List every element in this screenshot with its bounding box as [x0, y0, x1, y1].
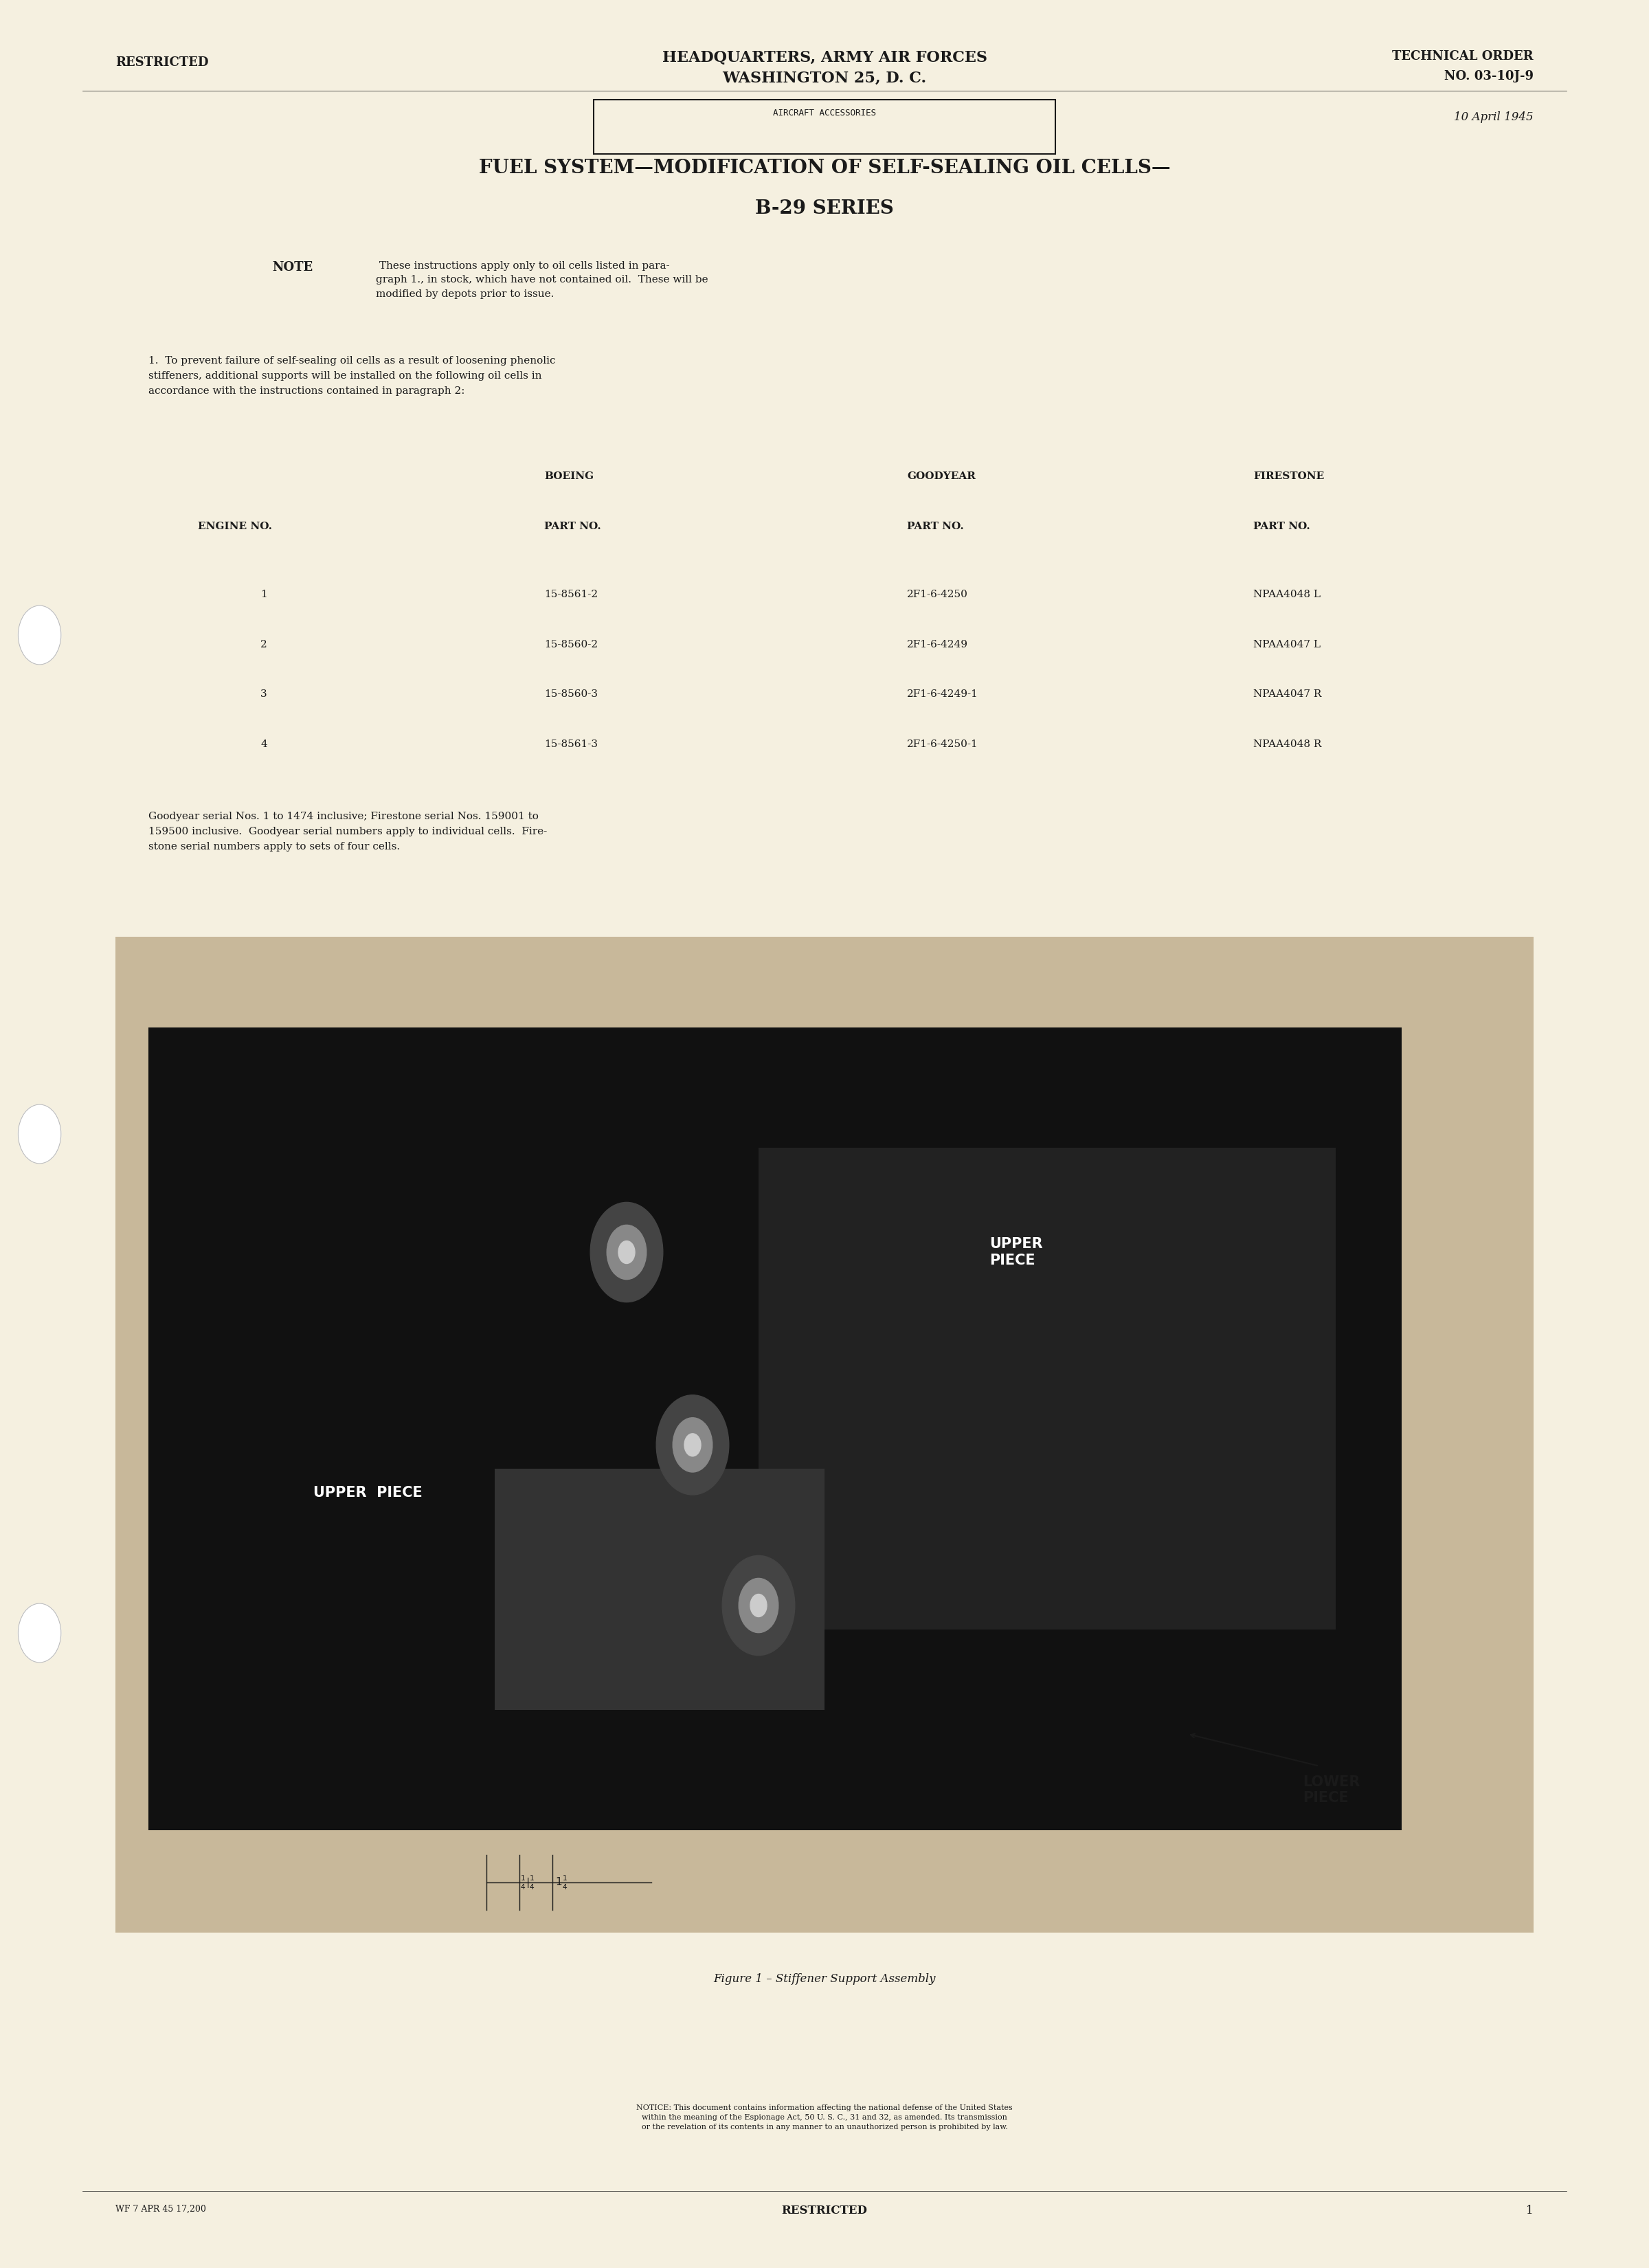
Text: TECHNICAL ORDER: TECHNICAL ORDER [1392, 50, 1534, 61]
Text: NPAA4048 L: NPAA4048 L [1253, 590, 1321, 599]
Text: FIRESTONE: FIRESTONE [1253, 472, 1324, 481]
Text: ENGINE NO.: ENGINE NO. [198, 522, 272, 531]
Text: NPAA4048 R: NPAA4048 R [1253, 739, 1321, 748]
Text: $\frac{1}{4}$|$\frac{1}{4}$      $1\frac{1}{4}$: $\frac{1}{4}$|$\frac{1}{4}$ $1\frac{1}{4… [519, 1873, 569, 1892]
Text: FUEL SYSTEM—MODIFICATION OF SELF-SEALING OIL CELLS—: FUEL SYSTEM—MODIFICATION OF SELF-SEALING… [478, 159, 1171, 177]
Text: 2F1-6-4250-1: 2F1-6-4250-1 [907, 739, 978, 748]
Text: These instructions apply only to oil cells listed in para-
graph 1., in stock, w: These instructions apply only to oil cel… [376, 261, 709, 299]
Circle shape [673, 1418, 712, 1472]
Text: NPAA4047 L: NPAA4047 L [1253, 640, 1321, 649]
Circle shape [656, 1395, 729, 1495]
Text: RESTRICTED: RESTRICTED [115, 57, 208, 68]
Text: NPAA4047 R: NPAA4047 R [1253, 689, 1321, 699]
Text: 15-8561-3: 15-8561-3 [544, 739, 599, 748]
Text: AIRCRAFT ACCESSORIES: AIRCRAFT ACCESSORIES [773, 109, 876, 118]
Circle shape [618, 1241, 635, 1263]
Text: 15-8560-3: 15-8560-3 [544, 689, 599, 699]
Circle shape [607, 1225, 646, 1279]
Text: UPPER
PIECE: UPPER PIECE [989, 1238, 1042, 1268]
Text: UPPER  PIECE: UPPER PIECE [313, 1486, 422, 1499]
Text: 10 April 1945: 10 April 1945 [1454, 111, 1534, 122]
Text: NOTE: NOTE [272, 261, 313, 272]
Text: GOODYEAR: GOODYEAR [907, 472, 976, 481]
Circle shape [750, 1594, 767, 1617]
Text: B-29 SERIES: B-29 SERIES [755, 200, 894, 218]
FancyBboxPatch shape [594, 100, 1055, 154]
Circle shape [722, 1556, 795, 1656]
Circle shape [590, 1202, 663, 1302]
Circle shape [739, 1579, 778, 1633]
FancyBboxPatch shape [148, 1027, 1402, 1830]
Text: 1: 1 [261, 590, 267, 599]
Text: PART NO.: PART NO. [1253, 522, 1309, 531]
Text: Figure 1 – Stiffener Support Assembly: Figure 1 – Stiffener Support Assembly [714, 1973, 935, 1984]
Text: 4: 4 [261, 739, 267, 748]
Circle shape [684, 1433, 701, 1456]
Text: 15-8560-2: 15-8560-2 [544, 640, 599, 649]
Circle shape [18, 606, 61, 665]
Text: 3: 3 [261, 689, 267, 699]
FancyBboxPatch shape [759, 1148, 1336, 1628]
Text: 2F1-6-4249: 2F1-6-4249 [907, 640, 968, 649]
Text: LOWER
PIECE: LOWER PIECE [1303, 1776, 1360, 1805]
Circle shape [18, 1105, 61, 1163]
Text: HEADQUARTERS, ARMY AIR FORCES: HEADQUARTERS, ARMY AIR FORCES [661, 50, 988, 66]
Text: NOTICE: This document contains information affecting the national defense of the: NOTICE: This document contains informati… [637, 2105, 1012, 2132]
FancyBboxPatch shape [495, 1470, 824, 1710]
Text: Goodyear serial Nos. 1 to 1474 inclusive; Firestone serial Nos. 159001 to
159500: Goodyear serial Nos. 1 to 1474 inclusive… [148, 812, 547, 850]
Text: BOEING: BOEING [544, 472, 594, 481]
Text: WASHINGTON 25, D. C.: WASHINGTON 25, D. C. [722, 70, 927, 86]
Circle shape [18, 1603, 61, 1662]
Text: PART NO.: PART NO. [907, 522, 963, 531]
FancyBboxPatch shape [115, 937, 1534, 1932]
Text: RESTRICTED: RESTRICTED [782, 2204, 867, 2216]
Text: 1: 1 [1527, 2204, 1534, 2216]
Text: 2F1-6-4250: 2F1-6-4250 [907, 590, 968, 599]
Text: 2F1-6-4249-1: 2F1-6-4249-1 [907, 689, 978, 699]
Text: NO. 03-10J-9: NO. 03-10J-9 [1445, 70, 1534, 82]
Text: 15-8561-2: 15-8561-2 [544, 590, 599, 599]
Text: 2: 2 [261, 640, 267, 649]
Text: PART NO.: PART NO. [544, 522, 600, 531]
Text: WF 7 APR 45 17,200: WF 7 APR 45 17,200 [115, 2204, 206, 2214]
Text: 1.  To prevent failure of self-sealing oil cells as a result of loosening phenol: 1. To prevent failure of self-sealing oi… [148, 356, 556, 395]
